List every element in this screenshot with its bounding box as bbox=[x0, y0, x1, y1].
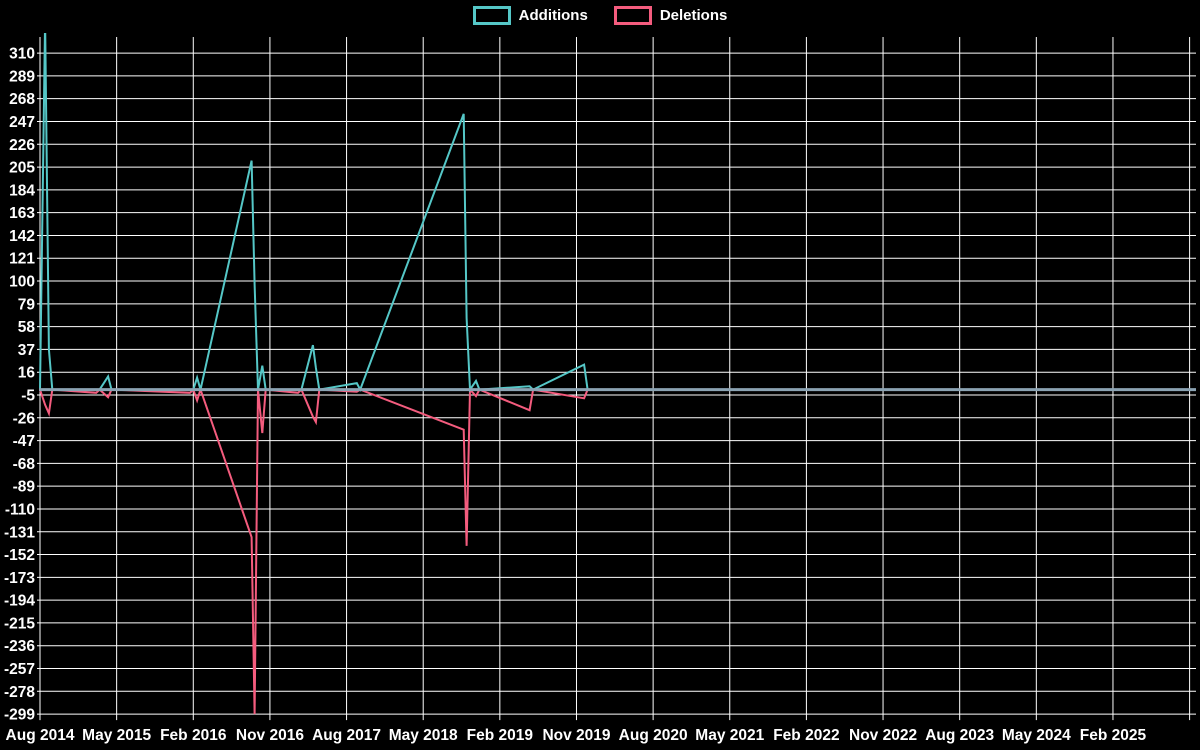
y-tick-label: -68 bbox=[13, 456, 36, 473]
x-tick-label: Aug 2023 bbox=[925, 727, 994, 744]
y-tick-label: 268 bbox=[9, 91, 35, 108]
additions-swatch-icon bbox=[472, 6, 511, 25]
legend: Additions Deletions bbox=[0, 6, 1200, 25]
y-tick-label: -47 bbox=[13, 433, 35, 450]
y-tick-label: -236 bbox=[4, 638, 35, 655]
y-tick-label: -257 bbox=[4, 661, 35, 678]
y-tick-label: 163 bbox=[9, 205, 35, 222]
y-tick-label: -215 bbox=[4, 615, 35, 632]
y-tick-label: 289 bbox=[9, 68, 35, 85]
x-tick-label: Feb 2025 bbox=[1080, 727, 1147, 744]
x-tick-label: Aug 2017 bbox=[312, 727, 381, 744]
x-tick-label: Aug 2014 bbox=[6, 727, 75, 744]
x-tick-label: Aug 2020 bbox=[619, 727, 688, 744]
y-tick-label: -131 bbox=[4, 524, 35, 541]
y-tick-label: 79 bbox=[18, 296, 36, 313]
additions-legend-label: Additions bbox=[518, 7, 588, 24]
y-tick-label: -152 bbox=[4, 547, 35, 564]
y-tick-label: -278 bbox=[4, 684, 35, 701]
x-tick-label: Feb 2016 bbox=[160, 727, 227, 744]
x-tick-label: Nov 2016 bbox=[236, 727, 304, 744]
deletions-line bbox=[39, 386, 1196, 715]
x-tick-label: May 2018 bbox=[389, 727, 458, 744]
y-tick-label: 142 bbox=[9, 228, 35, 245]
y-tick-label: -26 bbox=[13, 410, 36, 427]
y-tick-label: -173 bbox=[4, 570, 35, 587]
y-tick-label: 16 bbox=[18, 365, 36, 382]
y-tick-label: -110 bbox=[5, 501, 35, 518]
y-tick-label: -194 bbox=[4, 593, 35, 610]
x-tick-label: May 2015 bbox=[82, 727, 151, 744]
y-tick-label: 247 bbox=[9, 114, 35, 131]
y-tick-label: 310 bbox=[9, 46, 35, 63]
x-tick-label: Feb 2022 bbox=[773, 727, 839, 744]
x-tick-label: Nov 2019 bbox=[542, 727, 610, 744]
deletions-legend-label: Deletions bbox=[659, 7, 728, 24]
y-tick-label: -299 bbox=[4, 707, 35, 724]
x-tick-label: Feb 2019 bbox=[467, 727, 534, 744]
y-tick-label: 205 bbox=[9, 160, 35, 177]
y-tick-label: 121 bbox=[9, 251, 35, 268]
x-tick-label: Nov 2022 bbox=[849, 727, 917, 744]
x-tick-label: May 2024 bbox=[1002, 727, 1071, 744]
legend-item-additions[interactable]: Additions bbox=[472, 6, 588, 25]
y-tick-label: -5 bbox=[21, 387, 35, 404]
deletions-swatch-icon bbox=[613, 6, 652, 25]
legend-item-deletions[interactable]: Deletions bbox=[613, 6, 728, 25]
y-tick-label: 226 bbox=[9, 137, 35, 154]
y-tick-label: 184 bbox=[9, 182, 35, 199]
y-tick-label: -89 bbox=[13, 479, 36, 496]
y-tick-label: 58 bbox=[18, 319, 36, 336]
y-tick-label: 37 bbox=[18, 342, 35, 359]
y-tick-label: 100 bbox=[9, 274, 35, 291]
x-tick-label: May 2021 bbox=[695, 727, 764, 744]
